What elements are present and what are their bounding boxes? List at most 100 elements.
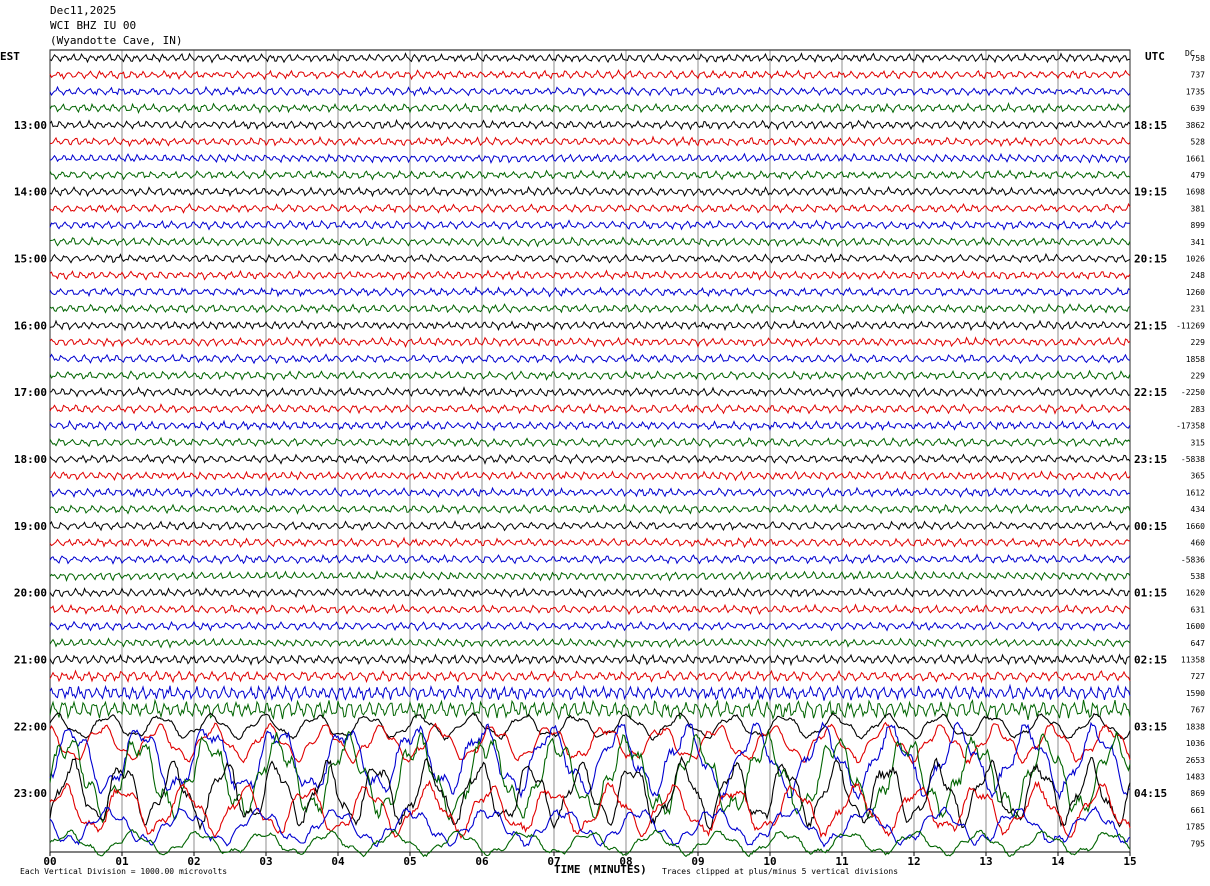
- dc-offset-label: 767: [1191, 706, 1206, 715]
- trace-row-11: [49, 235, 1131, 248]
- dc-offset-label: 283: [1191, 405, 1206, 414]
- x-tick-label: 00: [43, 855, 56, 868]
- dc-offset-label: 737: [1191, 71, 1206, 80]
- left-hour-label: 16:00: [14, 319, 47, 332]
- dc-offset-label: 528: [1191, 138, 1206, 147]
- dc-offset-label: 229: [1191, 338, 1206, 347]
- dc-offset-label: 639: [1191, 104, 1206, 113]
- right-hour-label: 21:15: [1134, 319, 1167, 332]
- trace-row-5: [50, 135, 1131, 148]
- trace-row-16: [49, 319, 1131, 332]
- trace-row-38: [49, 683, 1131, 703]
- dc-offset-label: 538: [1191, 572, 1206, 581]
- dc-offset-label: 1785: [1186, 823, 1205, 832]
- dc-offset-label: -17358: [1176, 422, 1205, 431]
- dc-offset-label: 479: [1191, 171, 1206, 180]
- trace-row-33: [49, 603, 1131, 616]
- trace-row-14: [49, 285, 1131, 298]
- dc-offset-label: 11358: [1181, 656, 1205, 665]
- trace-row-47: [49, 828, 1131, 858]
- right-hour-label: 19:15: [1134, 186, 1167, 199]
- trace-row-1: [49, 69, 1131, 81]
- right-hour-label: 02:15: [1134, 654, 1167, 667]
- dc-offset-label: 3862: [1186, 121, 1205, 130]
- left-hour-label: 20:00: [14, 587, 47, 600]
- right-hour-label: 04:15: [1134, 787, 1167, 800]
- trace-row-43: [49, 729, 1131, 824]
- dc-offset-label: 647: [1191, 639, 1206, 648]
- trace-row-19: [49, 369, 1131, 382]
- trace-row-10: [49, 219, 1131, 231]
- header-date: Dec11,2025: [50, 4, 117, 17]
- x-tick-label: 08: [619, 855, 632, 868]
- dc-offset-label: 758: [1191, 54, 1206, 63]
- left-hour-label: 22:00: [14, 720, 47, 733]
- x-tick-label: 01: [115, 855, 129, 868]
- dc-offset-label: 1661: [1186, 154, 1205, 163]
- dc-offset-label: 1735: [1186, 87, 1205, 96]
- trace-row-35: [49, 637, 1131, 649]
- footer-clip-note: Traces clipped at plus/minus 5 vertical …: [662, 867, 899, 876]
- trace-row-36: [49, 653, 1130, 667]
- trace-row-21: [49, 403, 1131, 415]
- trace-row-2: [49, 85, 1131, 97]
- dc-offset-label: 1260: [1186, 288, 1205, 297]
- trace-row-12: [49, 252, 1131, 264]
- dc-offset-label: 1660: [1186, 522, 1205, 531]
- left-hour-label: 19:00: [14, 520, 47, 533]
- dc-offset-label: 381: [1191, 204, 1206, 213]
- dc-offset-label: 229: [1191, 371, 1206, 380]
- dc-column-label: DC: [1185, 49, 1195, 58]
- right-hour-label: 01:15: [1134, 587, 1167, 600]
- trace-row-37: [49, 669, 1131, 684]
- dc-offset-label: 365: [1191, 472, 1206, 481]
- dc-offset-label: 2653: [1186, 756, 1205, 765]
- dc-offset-label: 795: [1191, 839, 1206, 848]
- right-hour-label: 22:15: [1134, 386, 1167, 399]
- dc-offset-label: 1620: [1186, 589, 1205, 598]
- x-tick-label: 10: [763, 855, 776, 868]
- trace-row-15: [49, 302, 1131, 315]
- dc-offset-label: 1483: [1186, 772, 1205, 781]
- trace-row-34: [49, 620, 1131, 632]
- dc-offset-label: -5836: [1181, 555, 1205, 564]
- trace-row-22: [49, 419, 1131, 432]
- trace-row-42: [49, 721, 1131, 801]
- dc-offset-label: 1698: [1186, 188, 1205, 197]
- dc-offset-label: 315: [1191, 438, 1206, 447]
- x-tick-label: 09: [691, 855, 704, 868]
- right-hour-label: 20:15: [1134, 253, 1167, 266]
- left-hour-label: 21:00: [14, 654, 47, 667]
- trace-row-3: [49, 101, 1131, 115]
- left-hour-label: 14:00: [14, 186, 47, 199]
- trace-row-27: [49, 503, 1131, 515]
- trace-row-4: [49, 118, 1131, 131]
- dc-offset-label: 434: [1191, 505, 1206, 514]
- dc-offset-label: 1858: [1186, 355, 1205, 364]
- dc-offset-label: 248: [1191, 271, 1206, 280]
- left-hour-label: 23:00: [14, 787, 47, 800]
- trace-row-45: [49, 779, 1131, 839]
- trace-row-0: [49, 51, 1130, 64]
- dc-offset-label: 1590: [1186, 689, 1205, 698]
- dc-offset-label: 661: [1191, 806, 1206, 815]
- trace-row-46: [49, 805, 1131, 848]
- plot-frame: [49, 49, 1131, 853]
- footer-scale-note: Each Vertical Division = 1000.00 microvo…: [20, 867, 228, 876]
- trace-row-20: [49, 386, 1131, 398]
- left-hour-label: 13:00: [14, 119, 47, 132]
- trace-row-39: [49, 698, 1131, 721]
- left-timezone-label: EST: [0, 50, 20, 63]
- trace-row-29: [49, 536, 1131, 549]
- footer-xlabel: TIME (MINUTES): [554, 863, 647, 876]
- dc-offset-label: -5838: [1181, 455, 1205, 464]
- x-tick-label: 06: [475, 855, 489, 868]
- trace-row-23: [49, 436, 1131, 448]
- dc-offset-label: 231: [1191, 305, 1206, 314]
- dc-offset-label: 460: [1191, 539, 1206, 548]
- right-hour-label: 23:15: [1134, 453, 1167, 466]
- trace-row-7: [49, 169, 1131, 181]
- trace-row-17: [49, 336, 1131, 349]
- trace-row-8: [49, 185, 1131, 198]
- x-tick-label: 04: [331, 855, 345, 868]
